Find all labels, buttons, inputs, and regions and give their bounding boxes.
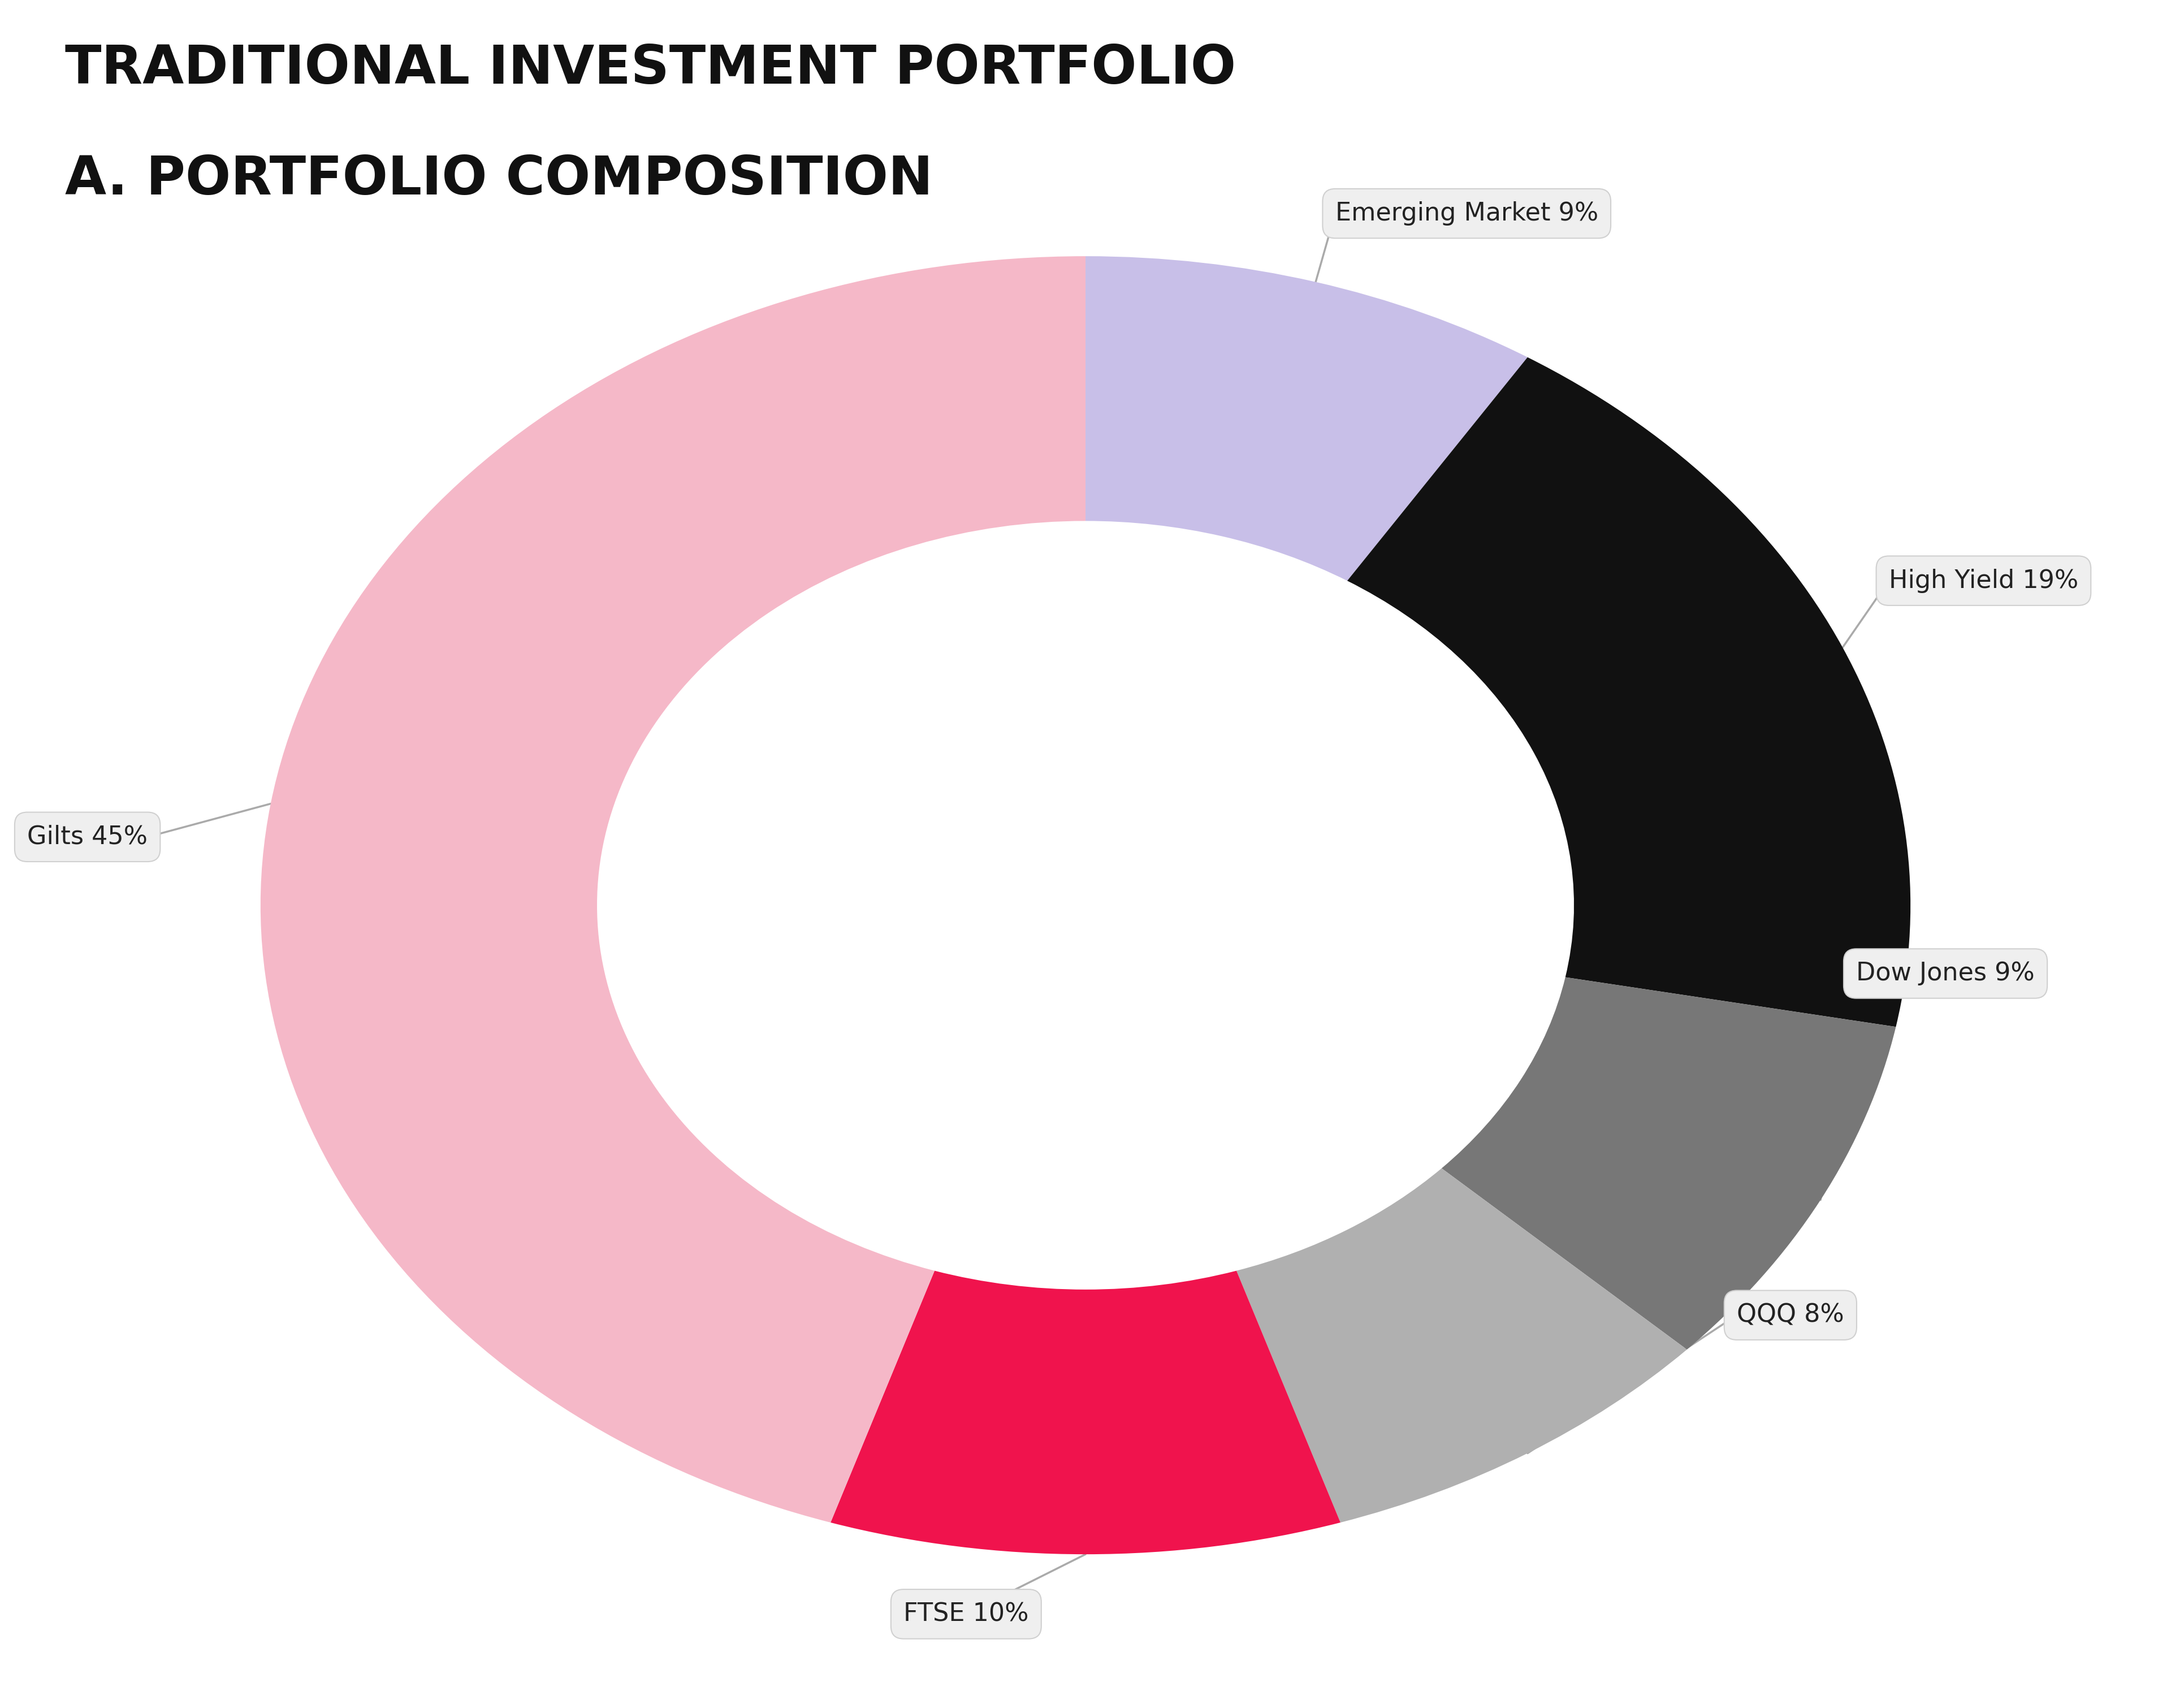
Text: Emerging Market 9%: Emerging Market 9% (1335, 202, 1598, 225)
Wedge shape (831, 1271, 1340, 1554)
Text: QQQ 8%: QQQ 8% (1737, 1303, 1843, 1327)
Text: TRADITIONAL INVESTMENT PORTFOLIO: TRADITIONAL INVESTMENT PORTFOLIO (65, 43, 1235, 94)
Wedge shape (1086, 256, 1528, 581)
Text: Gilts 45%: Gilts 45% (28, 825, 148, 849)
Wedge shape (1442, 977, 1895, 1349)
Wedge shape (1237, 1168, 1687, 1522)
Text: High Yield 19%: High Yield 19% (1889, 569, 2078, 593)
Text: FTSE 10%: FTSE 10% (903, 1602, 1029, 1626)
Wedge shape (261, 256, 1086, 1522)
Wedge shape (1348, 357, 1910, 1027)
Text: Dow Jones 9%: Dow Jones 9% (1856, 962, 2034, 986)
Text: A. PORTFOLIO COMPOSITION: A. PORTFOLIO COMPOSITION (65, 154, 934, 205)
